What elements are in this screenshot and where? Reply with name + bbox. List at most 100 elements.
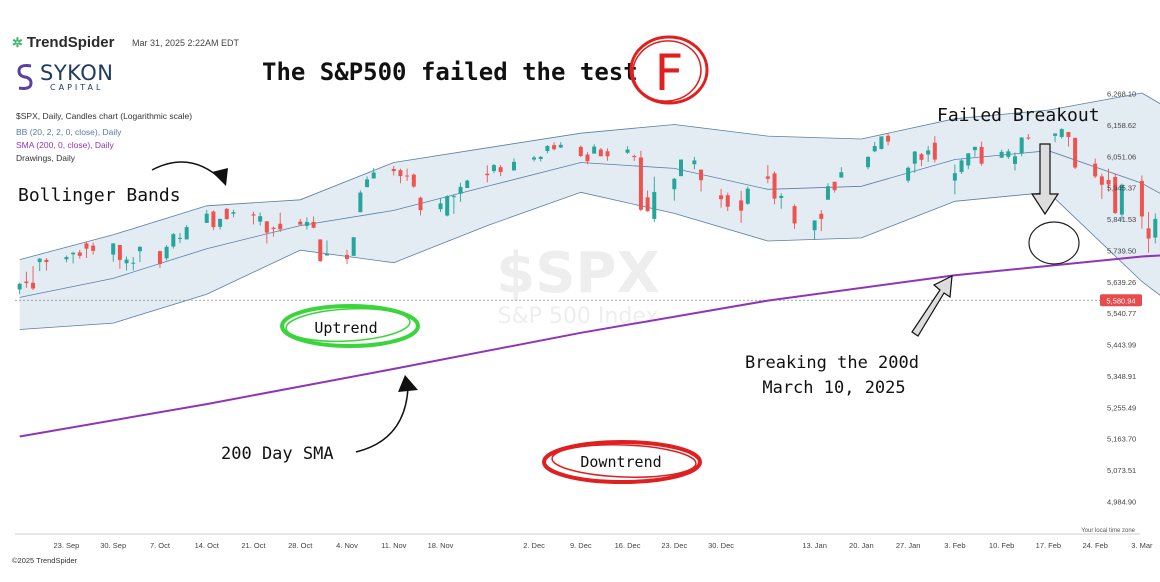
- candle-body: [31, 282, 36, 289]
- x-tick-label: 10. Feb: [989, 541, 1014, 550]
- downtrend-circle: [542, 440, 702, 484]
- candle-body: [532, 157, 537, 160]
- candle-body: [839, 172, 844, 178]
- candle-body: [792, 206, 797, 224]
- grade-letter: F: [655, 44, 684, 102]
- candle-body: [832, 181, 837, 191]
- x-tick-label: 27. Jan: [896, 541, 921, 550]
- candle-body: [779, 195, 784, 198]
- x-tick-label: 30. Sep: [100, 541, 126, 550]
- brand-name: TrendSpider: [26, 34, 115, 51]
- arrowhead-sma-icon: [398, 375, 418, 392]
- x-tick-label: 3. Feb: [944, 541, 965, 550]
- sma-200-line: [19, 254, 1160, 438]
- candle-body: [1019, 137, 1024, 154]
- local-time-zone: Your local time zone: [1081, 528, 1135, 534]
- candle-body: [912, 151, 917, 164]
- candle-body: [545, 146, 550, 151]
- candle-body: [632, 155, 637, 157]
- candle-body: [117, 244, 122, 260]
- candle-body: [819, 213, 824, 219]
- x-tick-label: 21. Oct: [241, 541, 266, 550]
- indicator-bb: BB (20, 2, 2, 0, close), Daily: [16, 127, 122, 137]
- y-tick-label: 5,163.70: [1107, 435, 1136, 444]
- candle-body: [765, 176, 770, 179]
- candle-body: [17, 283, 22, 290]
- arrow-failed-breakout-icon: [1030, 143, 1060, 216]
- candle-body: [672, 178, 677, 190]
- arrowhead-bollinger-icon: [212, 168, 228, 186]
- x-tick-label: 28. Oct: [288, 541, 313, 550]
- downtrend-circle-inner: [551, 444, 697, 478]
- candle-body: [1073, 137, 1078, 168]
- candle-body: [231, 212, 236, 214]
- candle-body: [64, 257, 69, 260]
- axes-layer: 6,268.10 6,158.62 6,051.06 5,945.37 5,841.53…: [15, 90, 1153, 550]
- candle-body: [886, 135, 891, 142]
- candle-body: [137, 246, 142, 252]
- candle-body: [926, 150, 931, 155]
- candle-body: [812, 220, 817, 231]
- uptrend-circle: [280, 304, 420, 348]
- candle-body: [465, 180, 470, 189]
- watermark-symbol: $SPX: [496, 241, 660, 306]
- candle-body: [498, 167, 503, 172]
- label-bollinger-bands: Bollinger Bands: [18, 185, 181, 206]
- candle-body: [278, 223, 283, 230]
- candle-body: [485, 173, 490, 176]
- trendspider-logo-icon: ✲: [12, 34, 23, 50]
- last-price-label: 5,580.94: [1106, 296, 1135, 305]
- y-tick-label: 5,443.99: [1107, 341, 1136, 350]
- y-tick-label: 5,945.37: [1107, 184, 1136, 193]
- candle-body: [37, 258, 42, 263]
- candle-body: [24, 281, 29, 284]
- candle-body: [204, 213, 209, 223]
- candle-body: [1119, 184, 1124, 215]
- candle-body: [218, 218, 223, 227]
- candle-body: [919, 154, 924, 160]
- arrow-bollinger-icon: [151, 161, 223, 181]
- candle-body: [438, 203, 443, 210]
- candle-body: [458, 186, 463, 194]
- label-breaking-line1: Breaking the 200d: [745, 353, 919, 373]
- y-tick-label: 5,739.50: [1107, 246, 1136, 255]
- y-tick-label: 6,268.10: [1107, 90, 1136, 99]
- x-tick-label: 17. Feb: [1036, 541, 1061, 550]
- candle-body: [719, 195, 724, 200]
- candle-body: [351, 237, 356, 256]
- x-tick-label: 20. Jan: [849, 541, 874, 550]
- y-tick-label: 5,255.49: [1107, 403, 1136, 412]
- label-200-day-sma: 200 Day SMA: [221, 444, 334, 464]
- candle-body: [271, 227, 276, 229]
- x-tick-label: 2. Dec: [523, 541, 545, 550]
- candle-body: [224, 208, 229, 220]
- sma-layer: [19, 254, 1160, 438]
- candle-body: [605, 151, 610, 157]
- y-tick-label: 5,540.77: [1107, 309, 1136, 318]
- candle-body: [745, 188, 750, 204]
- indicator-drawings: Drawings, Daily: [16, 153, 76, 163]
- candle-body: [184, 227, 189, 240]
- candle-body: [264, 221, 269, 233]
- y-tick-label: 6,051.06: [1107, 152, 1136, 161]
- label-uptrend: Uptrend: [314, 319, 377, 337]
- candle-body: [1059, 129, 1064, 137]
- x-tick-label: 13. Jan: [802, 541, 827, 550]
- candle-body: [645, 197, 650, 212]
- candle-body: [211, 211, 216, 228]
- candle-body: [966, 153, 971, 166]
- failed-breakout-circle: [1028, 221, 1080, 265]
- candle-body: [258, 216, 263, 222]
- candle-body: [324, 253, 329, 256]
- candle-body: [164, 246, 169, 259]
- candle-body: [91, 245, 96, 251]
- candles-layer: [17, 128, 1160, 295]
- y-tick-label: 5,841.53: [1107, 215, 1136, 224]
- candle-body: [652, 191, 657, 219]
- candle-body: [972, 146, 977, 151]
- candle-body: [491, 165, 496, 172]
- candle-body: [679, 159, 683, 177]
- candle-body: [552, 145, 557, 150]
- candle-body: [1066, 132, 1071, 137]
